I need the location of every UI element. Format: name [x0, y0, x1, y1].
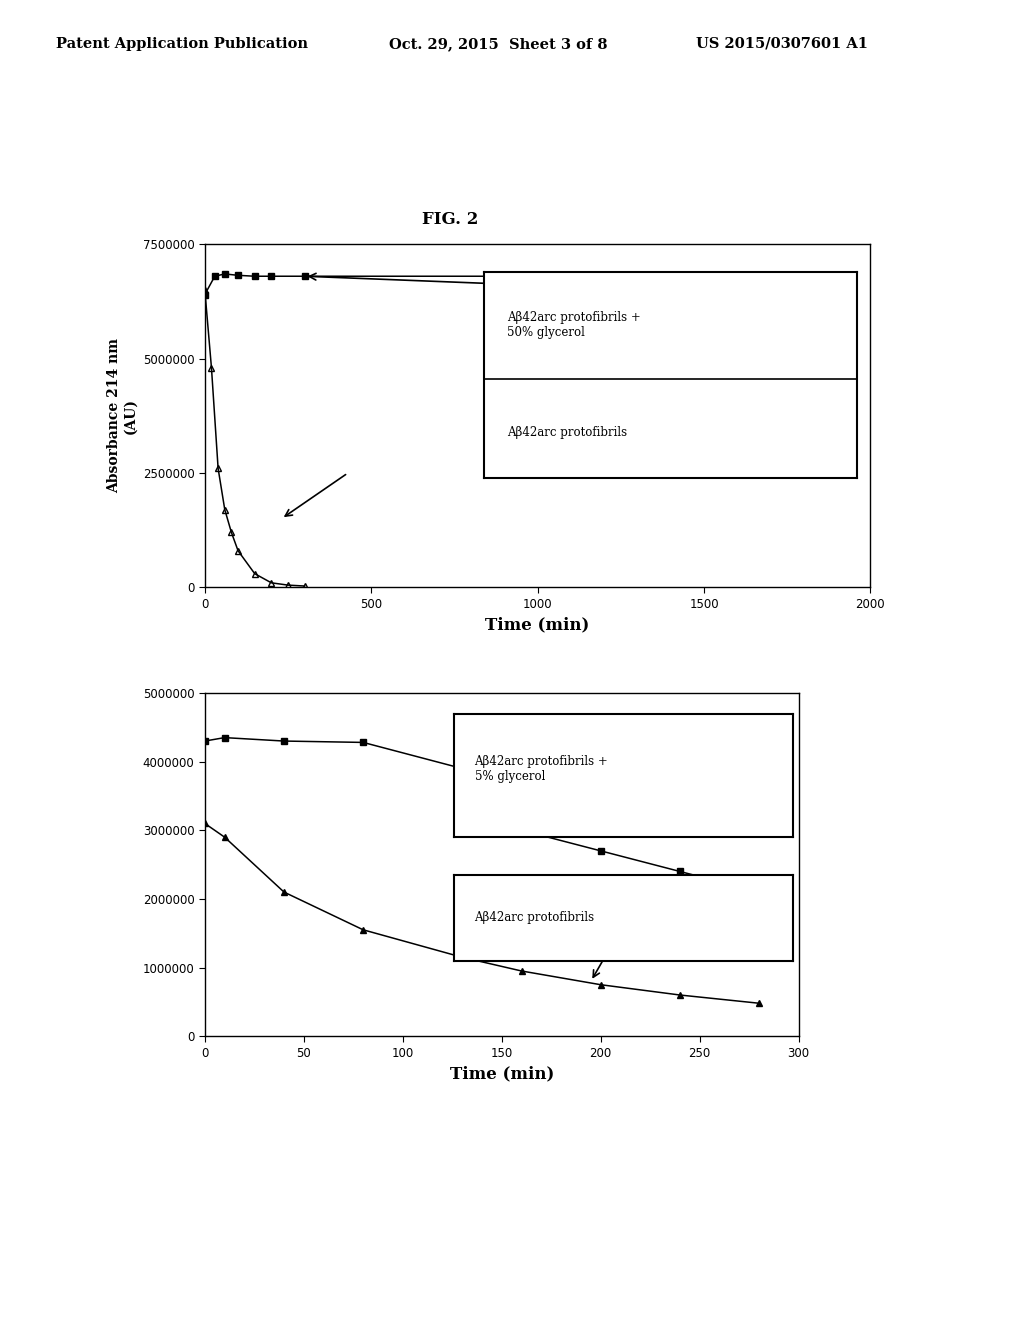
- Text: FIG. 2: FIG. 2: [422, 211, 479, 228]
- Text: Oct. 29, 2015  Sheet 3 of 8: Oct. 29, 2015 Sheet 3 of 8: [389, 37, 607, 51]
- Text: Patent Application Publication: Patent Application Publication: [56, 37, 308, 51]
- Y-axis label: Absorbance 214 nm
(AU): Absorbance 214 nm (AU): [106, 338, 137, 494]
- X-axis label: Time (min): Time (min): [485, 616, 590, 634]
- Text: US 2015/0307601 A1: US 2015/0307601 A1: [696, 37, 868, 51]
- X-axis label: Time (min): Time (min): [450, 1065, 554, 1082]
